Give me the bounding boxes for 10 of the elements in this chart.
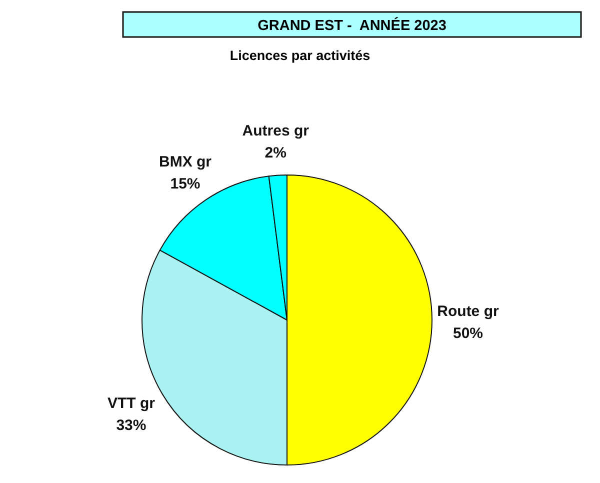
slice-label: VTT gr [107,395,156,412]
chart-subtitle: Licences par activités [230,48,370,63]
data-label: 33% [116,417,146,434]
data-label: 15% [170,175,200,192]
chart-title: GRAND EST - ANNÉE 2023 [258,17,446,34]
slice-label: Route gr [437,303,499,320]
slice-label: Autres gr [242,122,310,140]
data-label: 2% [264,144,286,162]
slice-label: BMX gr [159,153,212,170]
data-label: 50% [452,325,484,342]
